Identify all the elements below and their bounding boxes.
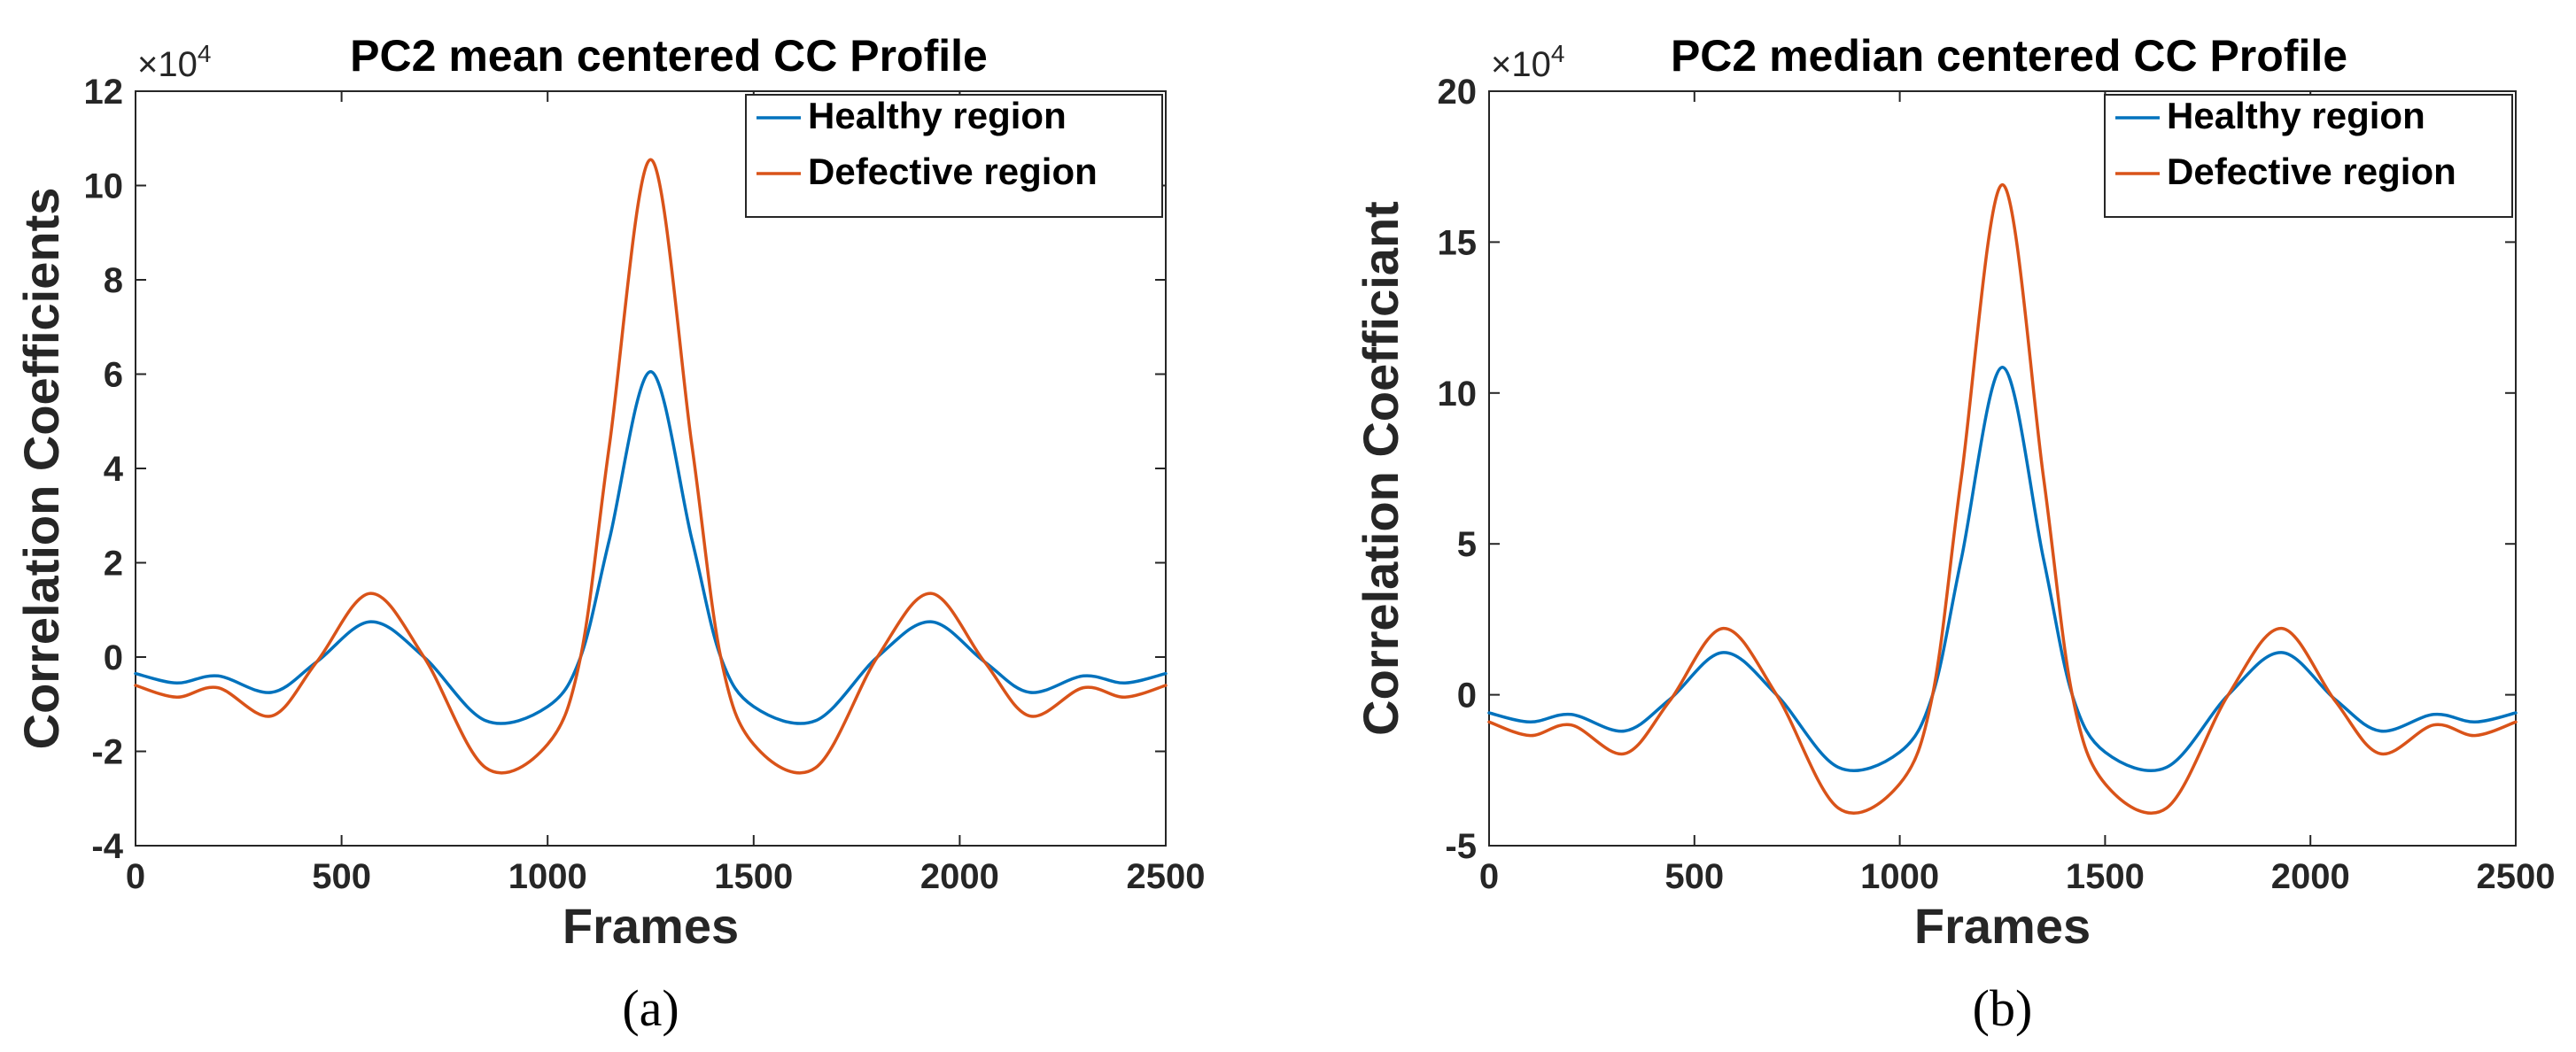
y-tick-label: -4 xyxy=(91,827,123,866)
legend: Healthy region Defective region xyxy=(2104,94,2513,218)
chart-title: PC2 median centered CC Profile xyxy=(1671,31,2347,81)
x-tick-label: 0 xyxy=(126,857,145,896)
y-tick-label: 10 xyxy=(1438,375,1478,414)
y-tick-label: 10 xyxy=(84,167,124,206)
y-tick-label: 5 xyxy=(1457,525,1477,564)
y-tick-label: 8 xyxy=(104,261,123,300)
y-tick-label: -5 xyxy=(1445,827,1477,866)
panel-label: (a) xyxy=(622,979,679,1037)
y-axis-title: Correlation Coefficiant xyxy=(1353,201,1408,736)
x-tick-label: 2000 xyxy=(920,857,999,896)
exponent-power: 4 xyxy=(198,40,212,67)
y-tick-label: 15 xyxy=(1438,223,1478,262)
y-tick-label: 2 xyxy=(104,545,123,584)
exponent-base: ×10 xyxy=(137,45,198,84)
y-tick-label: 0 xyxy=(104,638,123,677)
x-tick-label: 500 xyxy=(312,857,371,896)
x-tick-label: 1500 xyxy=(2066,857,2145,896)
x-tick-label: 0 xyxy=(1479,857,1499,896)
y-tick-label: 4 xyxy=(104,450,124,489)
series-line-defective xyxy=(134,158,1168,775)
y-exponent-label: ×104 xyxy=(137,40,211,84)
exponent-power: 4 xyxy=(1551,40,1565,67)
x-tick-label: 2500 xyxy=(2477,857,2556,896)
chart-title: PC2 mean centered CC Profile xyxy=(350,31,988,81)
x-tick-label: 1000 xyxy=(508,857,587,896)
legend-label: Healthy region xyxy=(2167,95,2425,136)
y-tick-label: 20 xyxy=(1438,73,1478,112)
legend-box xyxy=(745,94,1163,218)
x-tick-label: 2000 xyxy=(2271,857,2350,896)
y-tick-label: 6 xyxy=(104,356,123,395)
y-tick-label: -2 xyxy=(91,733,123,772)
legend-label: Defective region xyxy=(2167,151,2456,192)
y-tick-label: 0 xyxy=(1457,677,1477,716)
y-axis-title: Correlation Coefficients xyxy=(13,188,69,750)
x-tick-label: 1500 xyxy=(714,857,793,896)
x-axis-title: Frames xyxy=(1914,898,2091,954)
x-tick-label: 2500 xyxy=(1127,857,1206,896)
x-axis-title: Frames xyxy=(563,898,739,954)
y-exponent-label: ×104 xyxy=(1491,40,1564,84)
legend-label: Defective region xyxy=(808,151,1098,192)
series-line-healthy xyxy=(1487,366,2518,772)
series-line-defective xyxy=(1487,182,2518,815)
y-tick-label: 12 xyxy=(84,73,124,112)
x-tick-label: 500 xyxy=(1664,857,1724,896)
legend-label: Healthy region xyxy=(808,95,1067,136)
legend-box xyxy=(2104,94,2513,218)
exponent-base: ×10 xyxy=(1491,45,1551,84)
legend: Healthy region Defective region xyxy=(745,94,1163,218)
x-tick-label: 1000 xyxy=(1860,857,1939,896)
panel-label: (b) xyxy=(1973,979,2033,1037)
